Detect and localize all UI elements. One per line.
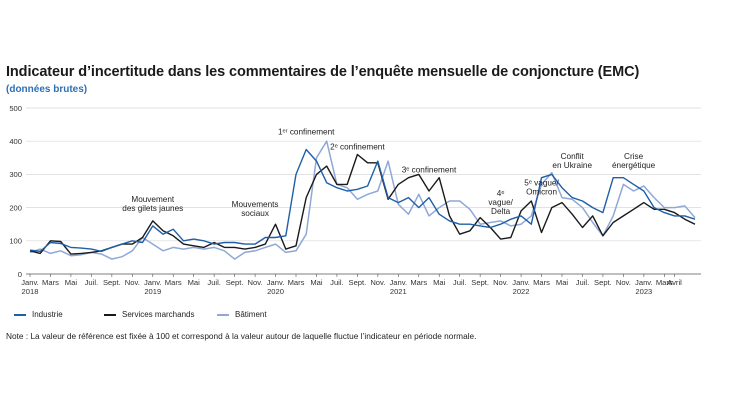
y-tick-label: 100 [9,237,22,246]
x-tick-year: 2019 [144,287,161,296]
annotation-label: 4ᵉ [497,189,505,198]
annotation-label: Crise [624,152,644,161]
annotation-label: 3ᵉ confinement [402,166,457,175]
x-tick-label: Mai [433,278,446,287]
x-tick-label: Juil. [330,278,344,287]
annotation-label: Delta [491,207,511,216]
x-tick-label: Janv. [635,278,653,287]
x-tick-year: 2023 [635,287,652,296]
chart-title: Indicateur d’incertitude dans les commen… [6,64,640,80]
annotation-label: Mouvement [131,195,175,204]
x-tick-label: Juil. [576,278,590,287]
y-tick-label: 400 [9,137,22,146]
x-tick-label: Sept. [594,278,612,287]
x-tick-year: 2018 [22,287,39,296]
chart-note: Note : La valeur de référence est fixée … [6,331,477,341]
annotation-label: 1ᵉʳ confinement [278,128,335,137]
chart-subtitle: (données brutes) [6,84,88,95]
x-tick-label: Mars [42,278,59,287]
x-tick-label: Sept. [471,278,489,287]
x-tick-label: Mars [165,278,182,287]
x-tick-label: Janv. [267,278,285,287]
legend-label-industrie: Industrie [32,310,63,319]
annotation-label: 2ᵉ confinement [330,143,385,152]
y-tick-label: 500 [9,104,22,113]
x-tick-label: Juil. [207,278,221,287]
x-tick-label: Nov. [125,278,140,287]
x-tick-label: Mars [656,278,673,287]
annotation-label: sociaux [241,209,269,218]
y-tick-label: 0 [18,270,22,279]
x-tick-label: Avril [667,278,682,287]
x-tick-label: Janv. [512,278,530,287]
x-tick-year: 2021 [390,287,407,296]
x-tick-label: Mai [556,278,569,287]
legend-swatch-services [104,313,116,316]
x-tick-label: Nov. [616,278,631,287]
legend-swatch-batiment [217,313,229,316]
legend-label-batiment: Bâtiment [235,310,267,319]
y-tick-label: 300 [9,170,22,179]
legend-item-industrie: Industrie [14,310,63,319]
x-tick-label: Janv. [390,278,408,287]
x-tick-label: Juil. [453,278,467,287]
x-tick-label: Mars [410,278,427,287]
x-tick-label: Mai [65,278,78,287]
series-line-services [29,153,696,255]
x-tick-label: Mars [288,278,305,287]
legend-item-batiment: Bâtiment [217,310,267,319]
series-line-batiment [29,140,696,260]
x-tick-label: Juil. [85,278,99,287]
legend-swatch-industrie [14,313,26,316]
series-line-industrie [29,148,696,253]
x-tick-label: Nov. [493,278,508,287]
x-tick-label: Mai [310,278,323,287]
x-tick-label: Nov. [248,278,263,287]
y-axis-ticks: 0 100 200 300 400 500 [9,104,22,279]
annotation-label: Omicron [526,187,557,196]
annotation-label: en Ukraine [552,161,592,170]
x-tick-label: Janv. [144,278,162,287]
annotation-label: des gilets jaunes [122,204,183,213]
x-tick-label: Mars [533,278,550,287]
grid-lines [26,107,701,275]
annotation-label: énergétique [612,161,656,170]
series-lines [29,140,696,260]
x-tick-year: 2022 [513,287,530,296]
x-tick-label: Janv. [21,278,39,287]
x-tick-year: 2020 [267,287,284,296]
legend-label-services: Services marchands [122,310,195,319]
annotation-label: vague/ [488,198,513,207]
annotation-label: Conflit [561,152,585,161]
y-tick-label: 200 [9,203,22,212]
x-tick-label: Mai [188,278,201,287]
x-tick-label: Sept. [226,278,244,287]
x-tick-label: Sept. [103,278,121,287]
annotation-label: Mouvements [232,200,279,209]
x-tick-label: Nov. [370,278,385,287]
annotation-label: 5ᵉ vague/ [524,178,559,187]
x-tick-label: Sept. [349,278,367,287]
legend-item-services: Services marchands [104,310,194,319]
